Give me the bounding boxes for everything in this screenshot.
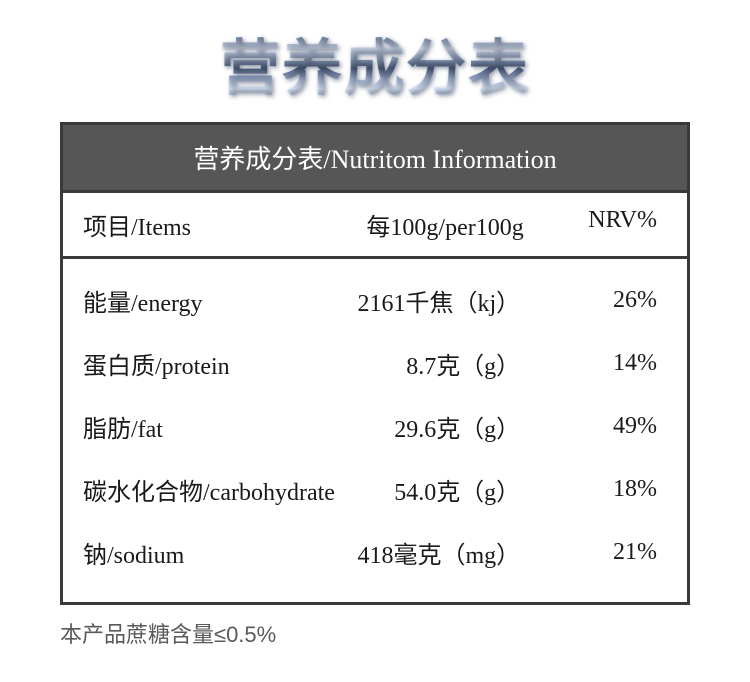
row-nrv: 14% [550, 350, 667, 377]
table-row: 碳水化合物/carbohydrate 54.0克（g） 18% [83, 458, 667, 521]
row-item: 碳水化合物/carbohydrate [83, 472, 340, 507]
footnote: 本产品蔗糖含量≤0.5% [60, 617, 690, 649]
row-amount: 418毫克（mg） [340, 535, 550, 570]
table-row: 脂肪/fat 29.6克（g） 49% [83, 395, 667, 458]
table-body: 能量/energy 2161千焦（kj） 26% 蛋白质/protein 8.7… [63, 259, 687, 602]
row-nrv: 26% [550, 287, 667, 314]
nutrition-table: 营养成分表/Nutritom Information 项目/Items 每100… [60, 122, 690, 605]
row-item: 脂肪/fat [83, 409, 340, 444]
row-amount: 29.6克（g） [340, 409, 550, 444]
column-header-row: 项目/Items 每100g/per100g NRV% [63, 193, 687, 259]
table-header: 营养成分表/Nutritom Information [63, 125, 687, 193]
row-nrv: 18% [550, 476, 667, 503]
row-item: 能量/energy [83, 283, 340, 318]
row-item: 钠/sodium [83, 535, 340, 570]
row-amount: 8.7克（g） [340, 346, 550, 381]
row-amount: 2161千焦（kj） [340, 283, 550, 318]
row-nrv: 21% [550, 539, 667, 566]
table-row: 蛋白质/protein 8.7克（g） 14% [83, 332, 667, 395]
page-title-container: 营养成分表 [0, 0, 750, 122]
col-header-per100g: 每100g/per100g [340, 207, 550, 242]
row-nrv: 49% [550, 413, 667, 440]
col-header-items: 项目/Items [83, 207, 340, 242]
page-title: 营养成分表 [220, 35, 530, 102]
table-row: 能量/energy 2161千焦（kj） 26% [83, 269, 667, 332]
row-item: 蛋白质/protein [83, 346, 340, 381]
row-amount: 54.0克（g） [340, 472, 550, 507]
table-row: 钠/sodium 418毫克（mg） 21% [83, 521, 667, 584]
col-header-nrv: NRV% [550, 207, 667, 242]
